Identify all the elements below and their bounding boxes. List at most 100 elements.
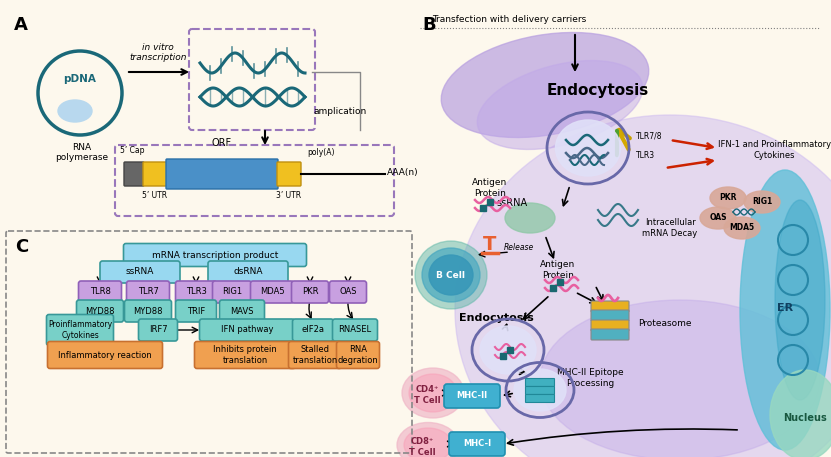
Text: CD8⁺
T Cell: CD8⁺ T Cell (409, 437, 435, 457)
Text: amplication: amplication (313, 107, 366, 117)
Text: IRF7: IRF7 (149, 325, 167, 335)
Text: MYD88: MYD88 (133, 307, 163, 315)
FancyBboxPatch shape (444, 384, 500, 408)
Text: MDA5: MDA5 (259, 287, 284, 297)
Text: TLR3: TLR3 (636, 152, 655, 160)
FancyBboxPatch shape (591, 301, 629, 312)
FancyBboxPatch shape (525, 394, 554, 403)
FancyBboxPatch shape (175, 300, 217, 322)
Ellipse shape (740, 170, 830, 450)
Ellipse shape (455, 115, 831, 457)
FancyBboxPatch shape (277, 162, 301, 186)
Text: AAA(n): AAA(n) (387, 169, 419, 177)
Text: IFN-1 and Proinflammatory
Cytokines: IFN-1 and Proinflammatory Cytokines (718, 140, 831, 159)
Text: mRNA transcription product: mRNA transcription product (152, 250, 278, 260)
Text: poly(A): poly(A) (307, 148, 335, 157)
FancyBboxPatch shape (219, 300, 264, 322)
Text: MDA5: MDA5 (730, 223, 755, 233)
Text: MHC-II Epitope
Processing: MHC-II Epitope Processing (557, 368, 623, 388)
Text: ORF: ORF (212, 138, 232, 148)
FancyBboxPatch shape (125, 300, 171, 322)
Text: Proteasome: Proteasome (638, 319, 691, 328)
FancyBboxPatch shape (293, 319, 333, 341)
Text: T: T (484, 235, 497, 255)
Text: C: C (15, 238, 28, 256)
FancyBboxPatch shape (591, 320, 629, 331)
FancyBboxPatch shape (332, 319, 377, 341)
FancyBboxPatch shape (143, 162, 167, 186)
Text: Antigen
Protein: Antigen Protein (472, 178, 508, 198)
Ellipse shape (404, 428, 452, 457)
Text: RNA
polymerase: RNA polymerase (56, 143, 109, 162)
Text: MHC-II: MHC-II (456, 392, 488, 400)
Text: Antigen
Protein: Antigen Protein (540, 260, 576, 280)
Text: MYD88: MYD88 (86, 307, 115, 315)
FancyBboxPatch shape (525, 378, 554, 387)
Text: CD4⁺
T Cell: CD4⁺ T Cell (414, 385, 440, 405)
Text: B Cell: B Cell (436, 271, 465, 280)
FancyBboxPatch shape (449, 432, 505, 456)
Ellipse shape (402, 368, 464, 418)
Text: PKR: PKR (302, 287, 318, 297)
Text: PKR: PKR (720, 193, 737, 202)
FancyBboxPatch shape (525, 387, 554, 394)
Text: RIG1: RIG1 (222, 287, 242, 297)
FancyBboxPatch shape (337, 341, 380, 368)
Ellipse shape (409, 374, 457, 412)
Text: pDNA: pDNA (63, 74, 96, 84)
Ellipse shape (555, 120, 621, 176)
Text: 5’ Cap: 5’ Cap (120, 146, 145, 155)
FancyBboxPatch shape (100, 261, 180, 283)
Ellipse shape (770, 370, 831, 457)
FancyBboxPatch shape (250, 281, 293, 303)
Text: TLR3: TLR3 (185, 287, 206, 297)
Ellipse shape (744, 191, 780, 213)
Ellipse shape (422, 248, 480, 302)
Text: Nucleus: Nucleus (783, 413, 827, 423)
Text: RNA
degration: RNA degration (337, 345, 378, 365)
FancyBboxPatch shape (166, 159, 278, 189)
Text: Endocytosis: Endocytosis (459, 313, 534, 323)
Text: ssRNA: ssRNA (496, 198, 528, 208)
Text: RIG1: RIG1 (752, 197, 772, 207)
Text: TRIF: TRIF (187, 307, 205, 315)
FancyBboxPatch shape (47, 341, 163, 368)
Ellipse shape (700, 207, 736, 229)
Text: RNASEL: RNASEL (338, 325, 371, 335)
FancyBboxPatch shape (330, 281, 366, 303)
Ellipse shape (477, 60, 642, 149)
Text: eIF2a: eIF2a (302, 325, 324, 335)
Text: Endocytosis: Endocytosis (547, 83, 649, 98)
Ellipse shape (480, 326, 536, 374)
Text: MAVS: MAVS (230, 307, 253, 315)
FancyBboxPatch shape (124, 162, 144, 186)
FancyBboxPatch shape (124, 244, 307, 266)
FancyBboxPatch shape (126, 281, 170, 303)
Ellipse shape (505, 203, 555, 233)
Ellipse shape (710, 187, 746, 209)
FancyBboxPatch shape (591, 310, 629, 321)
Ellipse shape (429, 255, 473, 295)
FancyBboxPatch shape (76, 300, 124, 322)
Ellipse shape (58, 100, 92, 122)
Ellipse shape (441, 32, 649, 138)
Ellipse shape (540, 300, 820, 457)
Text: Stalled
translation: Stalled translation (293, 345, 337, 365)
Text: OAS: OAS (339, 287, 356, 297)
Text: Proinflammatory
Cytokines: Proinflammatory Cytokines (48, 320, 112, 340)
Text: TLR8: TLR8 (90, 287, 111, 297)
FancyBboxPatch shape (199, 319, 294, 341)
FancyBboxPatch shape (194, 341, 296, 368)
Text: Inhibits protein
translation: Inhibits protein translation (213, 345, 277, 365)
Text: TLR7: TLR7 (138, 287, 159, 297)
FancyBboxPatch shape (175, 281, 217, 303)
Ellipse shape (724, 217, 760, 239)
Text: A: A (14, 16, 28, 34)
Text: TLR7/8: TLR7/8 (636, 132, 662, 140)
FancyBboxPatch shape (208, 261, 288, 283)
FancyBboxPatch shape (288, 341, 342, 368)
Text: 3’ UTR: 3’ UTR (277, 191, 302, 200)
FancyBboxPatch shape (78, 281, 121, 303)
Text: IFN pathway: IFN pathway (221, 325, 273, 335)
Ellipse shape (775, 200, 825, 400)
